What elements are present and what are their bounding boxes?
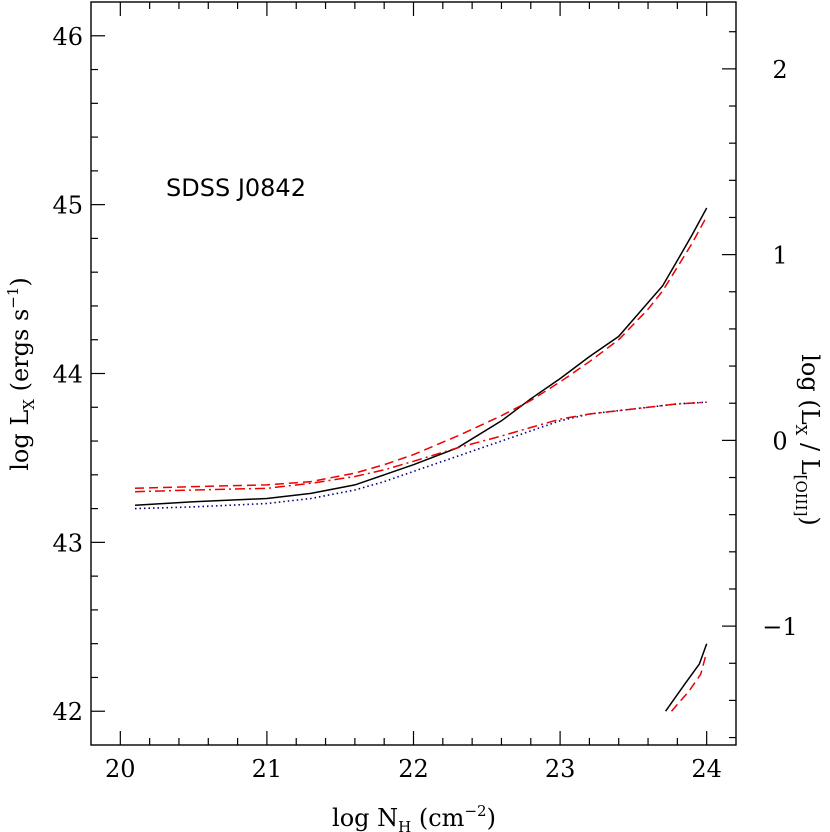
y-tick-label-right: 0 xyxy=(772,427,787,455)
y-tick-label-right: −1 xyxy=(762,613,797,641)
series-line-5-solid xyxy=(664,643,708,712)
y-tick-label-left: 46 xyxy=(52,23,83,51)
x-tick-label: 22 xyxy=(398,755,429,783)
x-tick-label: 20 xyxy=(105,755,136,783)
series-line-3-dotted xyxy=(134,401,707,510)
plot-frame xyxy=(90,1,737,746)
x-axis-title: log NH (cm−2) xyxy=(332,802,496,832)
y-axis-title-right: log (LX / L[OIII]) xyxy=(792,354,824,526)
y-tick-label-left: 45 xyxy=(52,192,83,220)
y-tick-label-right: 1 xyxy=(772,242,787,270)
series-line-2-dashed xyxy=(134,216,708,490)
y-tick-label-right: 2 xyxy=(772,56,787,84)
data-series xyxy=(134,207,708,712)
y-tick-label-left: 42 xyxy=(52,698,83,726)
series-line-4-dashdot xyxy=(134,401,707,493)
axis-ticks: 20 21 22 23 24 42 43 44 45 46 −1 0 1 2 xyxy=(52,2,798,783)
series-line-1-solid xyxy=(134,207,708,506)
y-tick-label-left: 43 xyxy=(52,529,83,557)
y-axis-title-left: log LX (ergs s−1) xyxy=(4,277,38,471)
x-tick-label: 21 xyxy=(252,755,283,783)
x-tick-label: 24 xyxy=(691,755,722,783)
x-tick-label: 23 xyxy=(545,755,576,783)
annotation-label: SDSS J0842 xyxy=(166,174,306,202)
series-line-6-dashed xyxy=(670,651,708,712)
y-tick-label-left: 44 xyxy=(52,361,83,389)
